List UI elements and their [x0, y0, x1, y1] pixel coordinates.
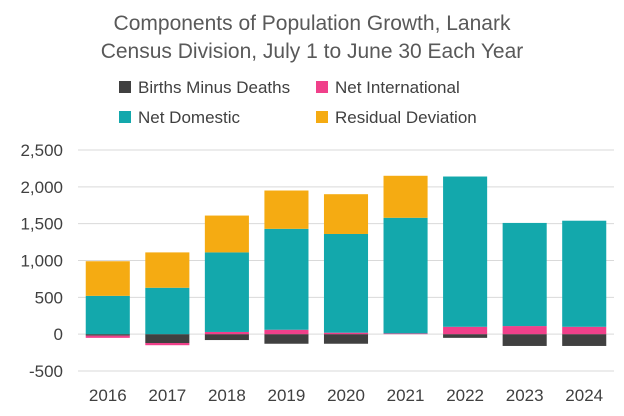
bar-residual-deviation-2021	[383, 175, 428, 218]
bar-births-minus-deaths-2023	[502, 334, 547, 346]
bar-net-domestic-2016	[85, 295, 130, 335]
bar-net-international-2016	[85, 335, 130, 338]
y-tick-label: 0	[54, 325, 63, 344]
bar-residual-deviation-2018	[204, 215, 249, 253]
bar-residual-deviation-2020	[323, 194, 369, 234]
bar-net-international-2024	[562, 326, 607, 335]
legend-item-residual-deviation: Residual Deviation	[316, 108, 477, 127]
bar-net-domestic-2021	[383, 217, 428, 334]
bar-net-international-2018	[204, 331, 249, 335]
y-tick-label: 1,000	[20, 252, 63, 271]
bar-births-minus-deaths-2022	[443, 334, 488, 338]
x-tick-label: 2016	[89, 386, 127, 405]
bar-net-international-2022	[443, 326, 488, 335]
bar-net-domestic-2020	[323, 233, 369, 333]
bar-net-domestic-2017	[145, 287, 190, 335]
bar-net-domestic-2022	[443, 176, 488, 327]
legend-swatch	[316, 81, 328, 93]
legend-label: Residual Deviation	[335, 108, 477, 127]
legend-label: Net International	[335, 78, 460, 97]
bar-births-minus-deaths-2018	[204, 334, 249, 341]
bar-births-minus-deaths-2019	[264, 334, 309, 344]
bar-residual-deviation-2016	[85, 261, 130, 296]
legend-item-births-minus-deaths: Births Minus Deaths	[119, 78, 290, 97]
legend: Births Minus Deaths Net International Net …	[119, 78, 477, 127]
bar-net-international-2021	[383, 333, 428, 335]
x-tick-label: 2018	[208, 386, 246, 405]
y-tick-label: 2,000	[20, 178, 63, 197]
legend-swatch	[316, 111, 328, 123]
x-tick-label: 2019	[268, 386, 306, 405]
bar-net-international-2017	[145, 343, 190, 346]
bar-residual-deviation-2019	[264, 190, 309, 229]
y-tick-label: 1,500	[20, 215, 63, 234]
legend-swatch	[119, 81, 131, 93]
bar-births-minus-deaths-2016	[85, 334, 130, 336]
y-tick-label: 2,500	[20, 141, 63, 160]
bar-net-domestic-2019	[264, 228, 309, 330]
bar-net-domestic-2023	[502, 222, 547, 327]
legend-swatch	[119, 111, 131, 123]
x-tick-label: 2023	[506, 386, 544, 405]
x-tick-label: 2021	[387, 386, 425, 405]
legend-item-net-domestic: Net Domestic	[119, 108, 241, 127]
legend-item-net-international: Net International	[316, 78, 460, 97]
x-axis: 2016 2017 2018 2019 2020 2021 2022 2023 2024	[89, 386, 603, 405]
bar-births-minus-deaths-2020	[323, 334, 369, 344]
y-tick-label: 500	[35, 288, 63, 307]
bar-births-minus-deaths-2024	[562, 334, 607, 346]
bar-net-domestic-2024	[562, 220, 607, 327]
x-tick-label: 2022	[446, 386, 484, 405]
y-axis: 2,500 2,000 1,500 1,000 500 0 -500	[20, 141, 63, 381]
legend-label: Births Minus Deaths	[138, 78, 290, 97]
y-tick-label: -500	[29, 362, 63, 381]
legend-label: Net Domestic	[138, 108, 241, 127]
chart-title-line-1: Components of Population Growth, Lanark	[114, 12, 511, 35]
bar-net-international-2019	[264, 329, 309, 335]
chart-title-line-2: Census Division, July 1 to June 30 Each …	[101, 40, 524, 63]
bar-net-international-2023	[502, 326, 547, 335]
bar-residual-deviation-2017	[145, 252, 190, 288]
bars	[85, 175, 607, 346]
bar-net-domestic-2018	[204, 252, 249, 332]
bar-net-international-2020	[323, 332, 369, 335]
x-tick-label: 2020	[327, 386, 365, 405]
x-tick-label: 2017	[148, 386, 186, 405]
x-tick-label: 2024	[565, 386, 603, 405]
bar-births-minus-deaths-2017	[145, 334, 190, 344]
